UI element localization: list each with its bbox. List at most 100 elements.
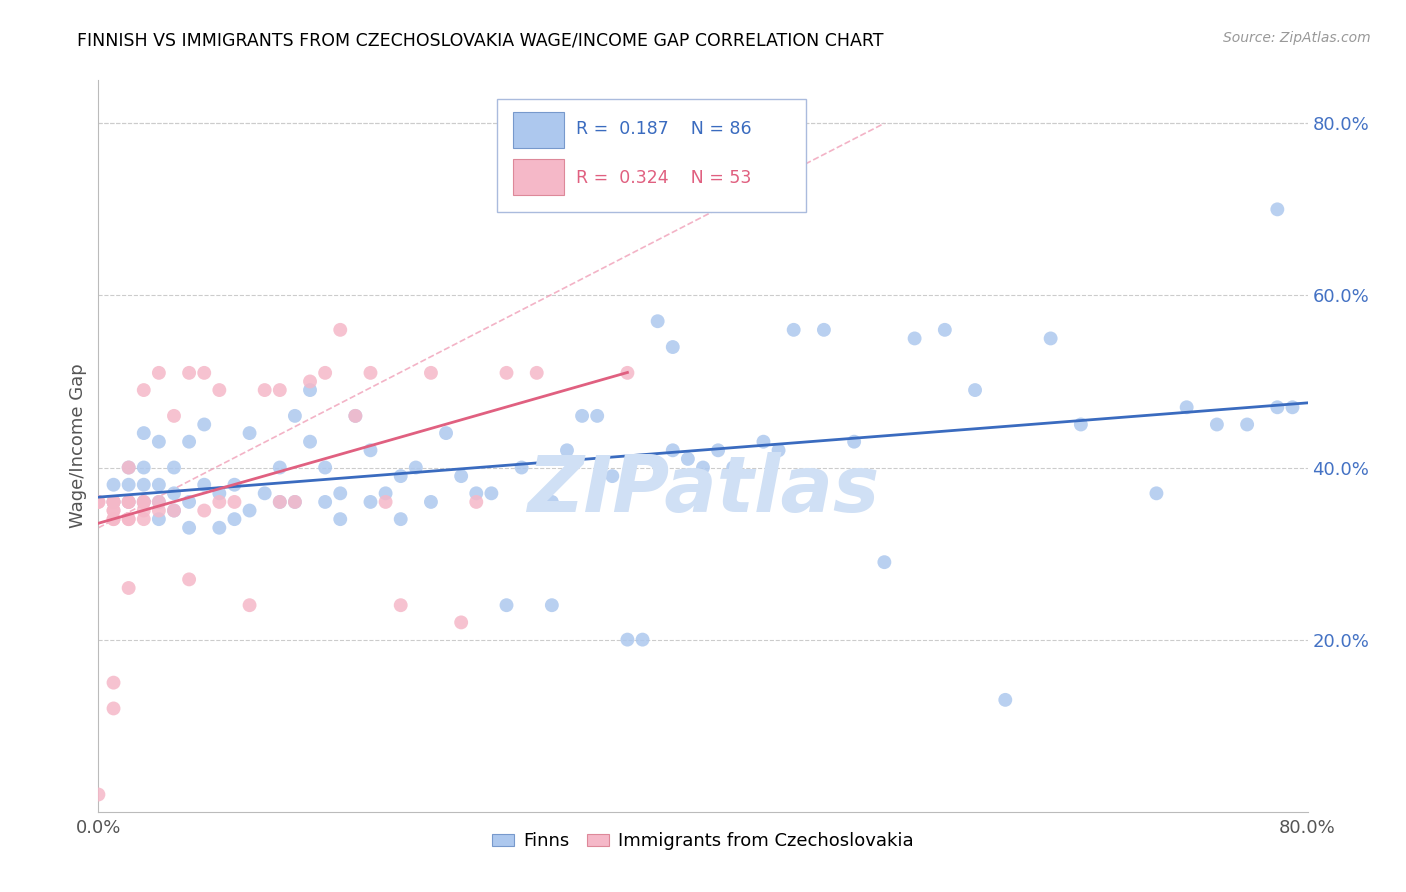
Point [465,486,488,500]
Point [269,495,291,509]
Point [148,366,170,380]
Point [118,477,141,491]
Point [132,383,155,397]
Point [208,486,231,500]
Point [1206,417,1229,432]
Point [103,495,125,509]
Text: FINNISH VS IMMIGRANTS FROM CZECHOSLOVAKIA WAGE/INCOME GAP CORRELATION CHART: FINNISH VS IMMIGRANTS FROM CZECHOSLOVAKI… [77,31,884,49]
Point [1281,401,1303,415]
Point [450,469,472,483]
Point [344,409,367,423]
Point [329,486,352,500]
Point [239,503,262,517]
Point [676,451,699,466]
Point [314,495,336,509]
Point [692,460,714,475]
Point [103,675,125,690]
Point [540,598,562,612]
Point [132,426,155,441]
Point [602,469,624,483]
Point [540,495,562,509]
Point [132,477,155,491]
Point [329,512,352,526]
FancyBboxPatch shape [513,112,564,147]
Point [163,460,186,475]
Point [360,443,382,458]
Point [344,409,367,423]
Point [118,460,141,475]
Point [510,460,533,475]
Point [269,383,291,397]
Point [389,469,412,483]
Point [481,486,503,500]
Text: ZIPatlas: ZIPatlas [527,452,879,528]
Point [239,426,262,441]
Point [148,503,170,517]
Point [965,383,987,397]
Point [420,495,443,509]
Point [374,486,396,500]
Point [163,486,186,500]
Point [647,314,669,328]
Point [813,323,835,337]
Point [752,434,775,449]
Point [616,366,638,380]
Point [495,366,517,380]
Point [253,486,276,500]
Point [450,615,472,630]
Point [148,477,170,491]
Point [389,598,412,612]
Point [132,495,155,509]
Legend: Finns, Immigrants from Czechoslovakia: Finns, Immigrants from Czechoslovakia [485,825,921,857]
Point [571,409,593,423]
Text: R =  0.187    N = 86: R = 0.187 N = 86 [576,120,752,138]
Point [148,495,170,509]
Point [163,503,186,517]
Point [934,323,956,337]
Point [360,366,382,380]
Point [661,443,683,458]
FancyBboxPatch shape [513,160,564,195]
Point [707,443,730,458]
Point [193,417,215,432]
Point [87,788,110,802]
Point [844,434,866,449]
Point [314,460,336,475]
Point [1039,331,1062,345]
Point [148,434,170,449]
FancyBboxPatch shape [498,99,806,212]
Point [103,503,125,517]
Point [103,701,125,715]
Text: R =  0.324    N = 53: R = 0.324 N = 53 [576,169,751,186]
Point [103,495,125,509]
Point [163,503,186,517]
Point [873,555,896,569]
Point [1267,202,1289,217]
Point [495,598,517,612]
Point [586,409,609,423]
Point [148,495,170,509]
Point [103,477,125,491]
Point [118,512,141,526]
Point [118,495,141,509]
Point [1144,486,1167,500]
Point [434,426,457,441]
Point [224,477,246,491]
Point [179,521,201,535]
Point [132,495,155,509]
Point [224,512,246,526]
Point [360,495,382,509]
Point [555,443,578,458]
Point [1070,417,1092,432]
Point [179,495,201,509]
Point [118,460,141,475]
Point [193,366,215,380]
Point [103,495,125,509]
Point [405,460,427,475]
Point [132,495,155,509]
Point [132,503,155,517]
Point [526,366,548,380]
Point [239,598,262,612]
Point [103,512,125,526]
Point [723,460,745,475]
